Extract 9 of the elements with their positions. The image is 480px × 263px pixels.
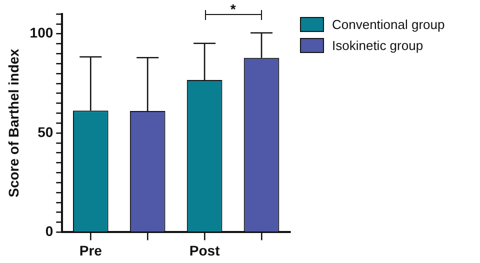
annotation: * [230, 0, 236, 17]
y-tick-label: 50 [38, 124, 54, 140]
y-tick-label: 100 [30, 24, 54, 41]
y-axis-title: Score of Barthel index [5, 48, 22, 198]
legend-label: Isokinetic group [332, 38, 424, 53]
x-tick-label: Post [189, 242, 220, 258]
x-tick-label: Pre [79, 242, 102, 258]
legend-label: Conventional group [332, 17, 445, 32]
y-tick-label: 0 [45, 223, 54, 240]
